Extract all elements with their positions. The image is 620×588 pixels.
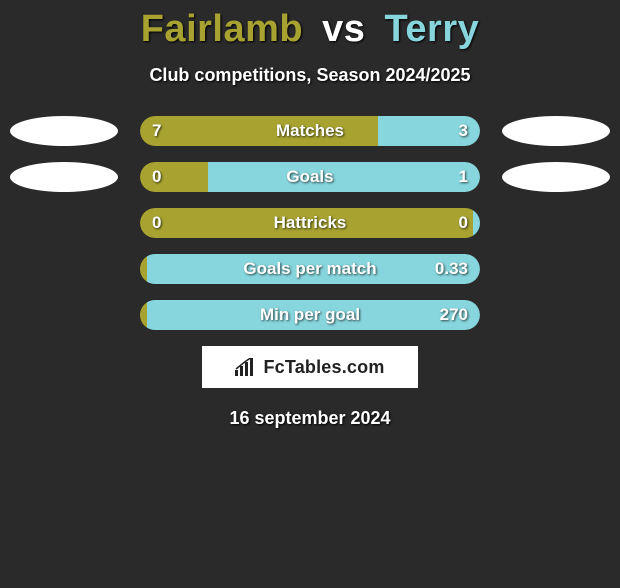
stat-bar-left [140,208,473,238]
stat-bar-right [473,208,480,238]
player-b-name: Terry [385,8,480,50]
stat-track [140,116,480,146]
vs-text: vs [322,8,365,50]
subtitle: Club competitions, Season 2024/2025 [0,65,620,86]
stat-bar-left [140,254,147,284]
avatar-placeholder-left [10,162,118,192]
stat-row: Min per goal270 [70,300,550,330]
avatar-placeholder-left [10,116,118,146]
watermark: FcTables.com [202,346,418,388]
stat-bar-left [140,162,208,192]
stat-track [140,208,480,238]
avatar-placeholder-right [502,116,610,146]
stat-row: Matches73 [70,116,550,146]
stat-bar-right [147,300,480,330]
player-a-name: Fairlamb [141,8,303,50]
avatar-placeholder-right [502,162,610,192]
stat-bar-right [147,254,480,284]
stat-track [140,254,480,284]
stat-bar-left [140,116,378,146]
stat-row: Goals01 [70,162,550,192]
chart-icon [235,358,257,376]
stat-bar-left [140,300,147,330]
stat-track [140,162,480,192]
stat-track [140,300,480,330]
comparison-chart: Matches73 Goals01 Hattricks00 Goals per mat… [70,116,550,330]
page-title: Fairlamb vs Terry [0,8,620,51]
stat-bar-right [378,116,480,146]
watermark-text: FcTables.com [263,357,384,378]
stat-row: Hattricks00 [70,208,550,238]
stat-bar-right [208,162,480,192]
date-text: 16 september 2024 [0,408,620,429]
stat-row: Goals per match0.33 [70,254,550,284]
